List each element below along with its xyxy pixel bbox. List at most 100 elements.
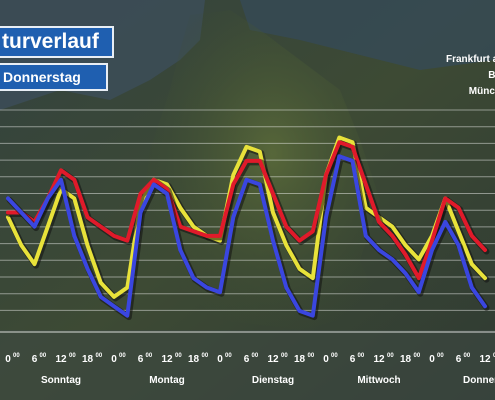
data-point-2-13 xyxy=(178,248,182,252)
data-point-1-29 xyxy=(390,234,394,238)
data-point-0-17 xyxy=(231,173,235,177)
x-tick-minutes: 00 xyxy=(414,353,421,359)
data-point-2-31 xyxy=(417,290,421,294)
data-point-0-23 xyxy=(311,276,315,280)
x-tick-label: 0 xyxy=(5,354,11,365)
data-point-2-18 xyxy=(244,178,249,182)
data-point-2-17 xyxy=(231,215,235,219)
x-tick-minutes: 00 xyxy=(252,353,259,359)
legend-item-frankfurt: Frankfurt a. xyxy=(445,54,495,65)
x-tick-label: 18 xyxy=(400,354,412,365)
data-point-1-26 xyxy=(350,145,355,149)
data-point-0-20 xyxy=(271,210,275,215)
data-point-1-33 xyxy=(443,196,447,200)
data-point-0-36 xyxy=(483,276,487,280)
data-point-0-26 xyxy=(350,140,355,144)
data-point-1-22 xyxy=(297,239,302,243)
day-label: Montag xyxy=(149,375,185,386)
data-point-2-34 xyxy=(456,243,461,247)
data-point-2-24 xyxy=(324,215,328,219)
data-point-0-22 xyxy=(297,267,302,271)
data-point-1-31 xyxy=(417,276,421,280)
data-point-1-17 xyxy=(231,182,235,186)
data-point-0-19 xyxy=(258,150,262,154)
data-point-1-34 xyxy=(456,206,461,210)
x-tick-label: 12 xyxy=(479,354,491,365)
x-tick-minutes: 00 xyxy=(202,353,209,359)
x-tick-minutes: 00 xyxy=(281,353,288,359)
data-point-2-0 xyxy=(6,196,10,200)
data-point-2-4 xyxy=(59,178,63,182)
data-point-2-29 xyxy=(390,257,394,261)
data-point-0-21 xyxy=(284,243,288,247)
data-point-2-36 xyxy=(483,304,487,308)
data-point-2-32 xyxy=(430,248,434,252)
data-point-0-35 xyxy=(470,262,474,266)
data-point-2-27 xyxy=(364,234,368,238)
data-point-1-27 xyxy=(364,182,368,186)
data-point-2-19 xyxy=(258,182,262,186)
legend-item-berlin: Be xyxy=(488,70,495,81)
data-point-2-6 xyxy=(85,267,90,271)
data-point-1-16 xyxy=(218,234,222,238)
data-point-2-10 xyxy=(138,210,143,215)
data-point-2-12 xyxy=(165,192,169,196)
data-point-0-29 xyxy=(390,225,394,229)
data-point-1-14 xyxy=(191,229,196,233)
data-point-1-9 xyxy=(125,239,129,243)
data-point-1-18 xyxy=(244,159,249,163)
data-point-2-15 xyxy=(205,285,209,290)
x-tick-label: 0 xyxy=(429,354,435,365)
x-tick-minutes: 00 xyxy=(96,353,103,359)
series-group xyxy=(6,135,490,321)
data-point-0-2 xyxy=(32,262,37,266)
data-point-1-25 xyxy=(337,140,341,144)
data-point-1-11 xyxy=(152,178,156,182)
x-tick-label: 6 xyxy=(244,354,250,365)
data-point-1-15 xyxy=(205,234,209,238)
data-point-0-13 xyxy=(178,206,182,210)
data-point-0-5 xyxy=(72,196,76,200)
data-point-1-12 xyxy=(165,187,169,191)
data-point-2-1 xyxy=(19,210,23,215)
data-point-2-11 xyxy=(152,182,156,186)
data-point-0-31 xyxy=(417,257,421,261)
data-point-1-4 xyxy=(59,168,63,172)
data-point-1-24 xyxy=(324,173,328,177)
data-point-2-25 xyxy=(337,154,341,158)
data-point-1-13 xyxy=(178,225,182,229)
x-tick-minutes: 00 xyxy=(146,353,153,359)
data-point-0-34 xyxy=(456,229,461,233)
legend: Frankfurt a. Be Münch xyxy=(446,52,495,100)
x-tick-label: 12 xyxy=(55,354,67,365)
day-label: Sonntag xyxy=(41,375,81,386)
data-point-2-23 xyxy=(311,314,315,318)
x-tick-label: 0 xyxy=(217,354,223,365)
x-tick-label: 6 xyxy=(456,354,462,365)
data-point-1-30 xyxy=(403,253,408,257)
x-tick-minutes: 00 xyxy=(358,353,365,359)
data-point-2-26 xyxy=(350,159,355,163)
data-point-1-32 xyxy=(430,239,434,243)
data-point-1-19 xyxy=(258,159,262,163)
data-point-2-3 xyxy=(46,196,50,200)
data-point-0-18 xyxy=(244,145,249,149)
day-label: Donnerst xyxy=(463,375,495,386)
x-tick-minutes: 00 xyxy=(387,353,394,359)
data-point-2-22 xyxy=(297,309,302,313)
x-tick-minutes: 00 xyxy=(308,353,315,359)
data-point-0-25 xyxy=(337,135,341,140)
data-point-2-7 xyxy=(99,295,103,299)
data-point-1-28 xyxy=(377,220,381,224)
data-point-2-16 xyxy=(218,290,222,294)
x-tick-label: 0 xyxy=(111,354,117,365)
data-point-0-12 xyxy=(165,182,169,186)
x-tick-minutes: 00 xyxy=(40,353,47,359)
x-tick-minutes: 00 xyxy=(13,353,20,359)
data-point-2-2 xyxy=(32,225,37,229)
chart-subtitle: Donnerstag xyxy=(0,63,108,91)
data-point-2-14 xyxy=(191,276,196,280)
x-tick-minutes: 00 xyxy=(464,353,471,359)
data-point-1-20 xyxy=(271,192,275,196)
